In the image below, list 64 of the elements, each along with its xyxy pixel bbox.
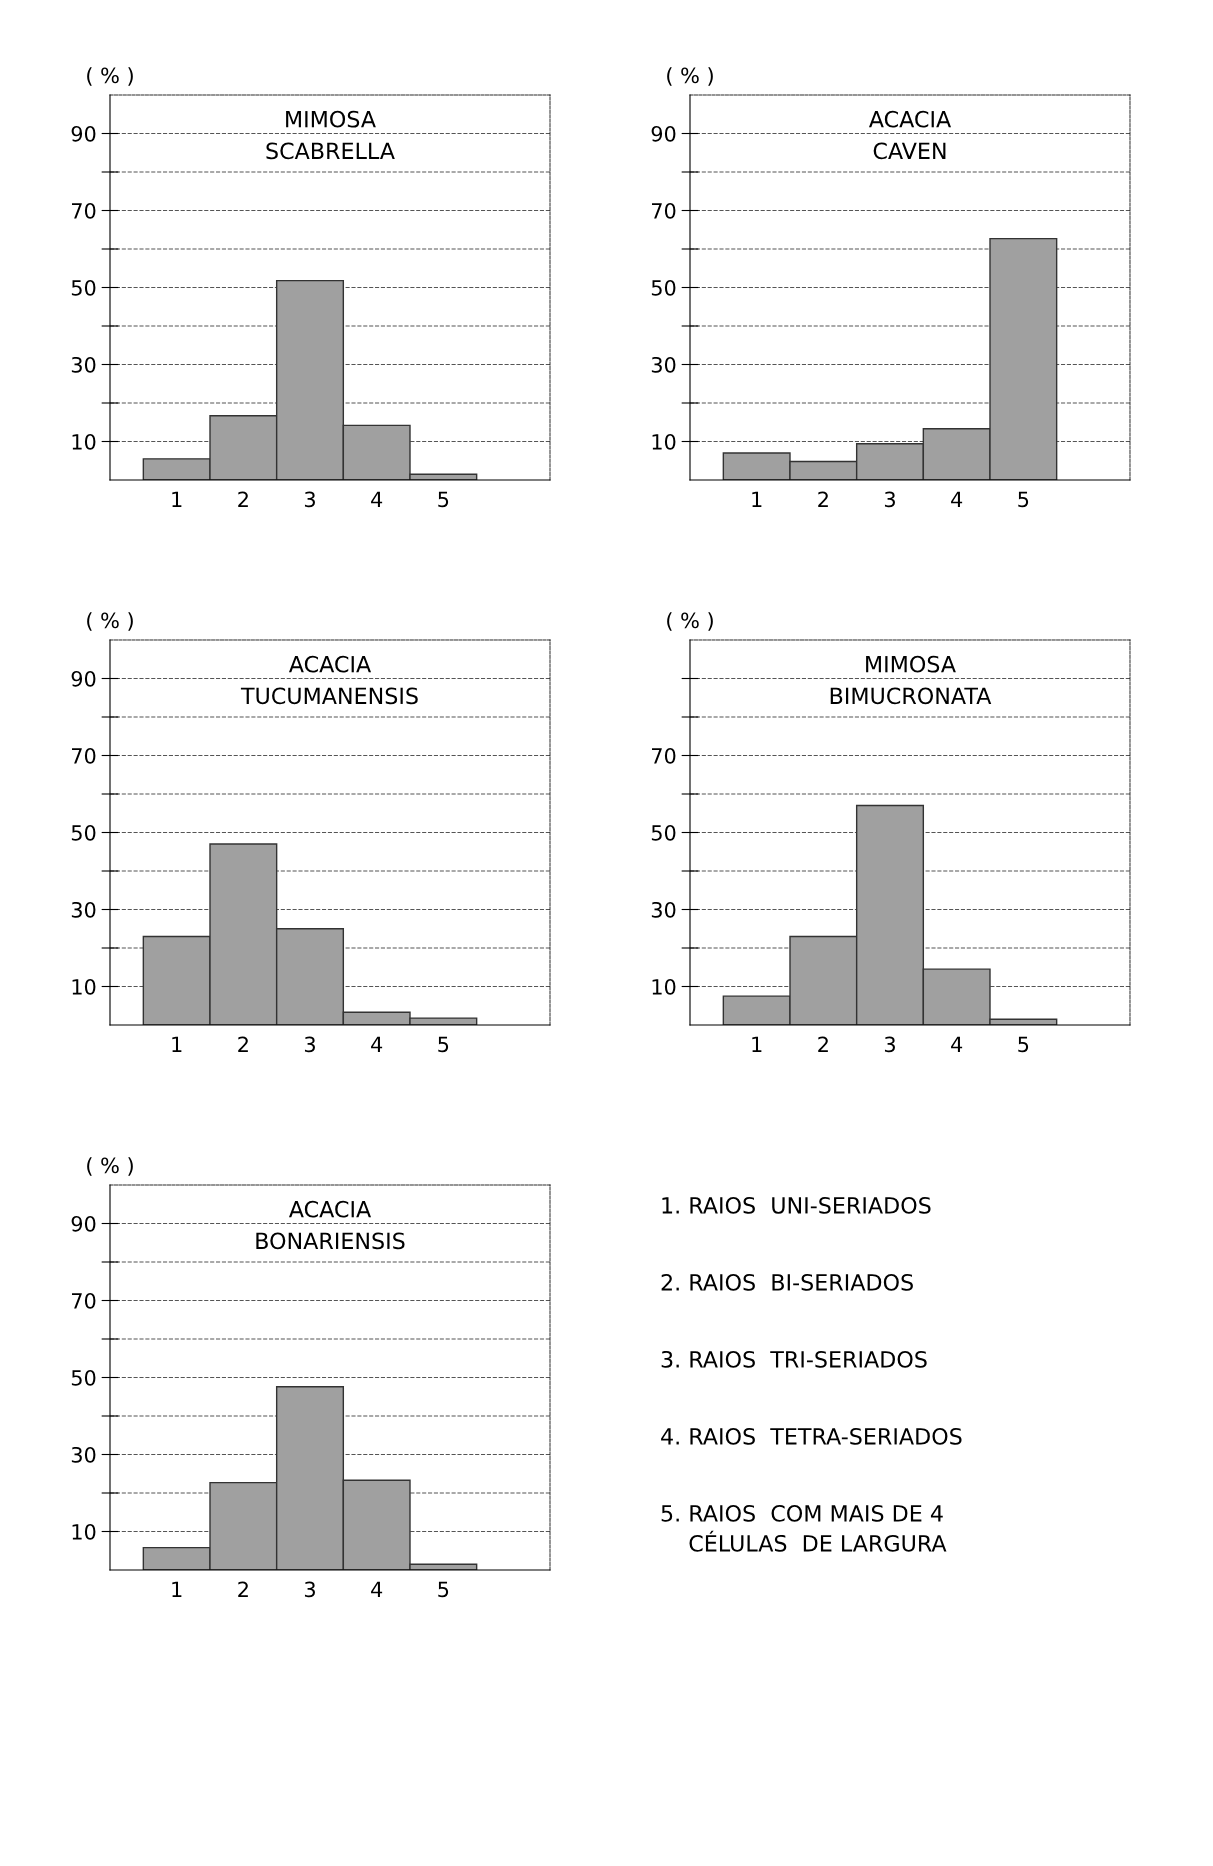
x-tick-label: 4 [371,1036,383,1052]
y-axis-title: ( % ) [87,612,133,631]
y-tick-label: 30 [651,901,676,918]
y-tick-label: 30 [71,901,96,918]
y-tick-label: 10 [652,433,676,450]
text: 3. RAIOS TRI-SERIADOS [661,1350,927,1368]
y-tick-label: 50 [71,824,96,841]
x-tick-label: 5 [438,1581,449,1598]
y-tick-label: 50 [651,279,676,296]
x-tick-label: 4 [951,1036,963,1052]
x-tick-label: 4 [951,491,963,507]
y-axis-title: ( % ) [87,1157,133,1176]
y-axis-title: ( % ) [667,67,713,86]
x-tick-label: 3 [304,1036,315,1053]
y-tick-label: 10 [652,978,676,995]
x-tick-label: 1 [172,1036,182,1052]
y-tick-label: 70 [652,202,676,219]
text: 1. RAIOS UNI-SERIADOS [662,1196,931,1214]
y-tick-label: 70 [72,747,96,764]
x-tick-label: 1 [172,1581,182,1597]
x-tick-label: 5 [1018,491,1029,508]
x-tick-label: 2 [238,491,248,507]
x-tick-label: 2 [818,491,828,507]
x-tick-label: 5 [438,491,449,508]
text: 5. RAIOS COM MAIS DE 4 CÉLULAS DE LARGURA [661,1504,947,1552]
y-axis-title: ( % ) [667,612,713,631]
x-tick-label: 2 [818,1036,828,1052]
text: ACACIA BONARIENSIS [256,1200,405,1250]
y-tick-label: 30 [71,356,96,373]
x-tick-label: 2 [238,1581,248,1597]
x-tick-label: 2 [238,1036,248,1052]
x-tick-label: 4 [371,1581,383,1597]
y-tick-label: 70 [72,202,96,219]
x-tick-label: 5 [438,1036,449,1053]
y-tick-label: 90 [71,670,96,687]
y-tick-label: 10 [72,1523,96,1540]
x-tick-label: 3 [884,1036,895,1053]
y-tick-label: 10 [72,978,96,995]
text: MIMOSA BIMUCRONATA [830,655,992,705]
y-tick-label: 70 [652,747,676,764]
y-tick-label: 50 [71,279,96,296]
x-tick-label: 3 [304,1581,315,1598]
x-tick-label: 4 [371,491,383,507]
y-tick-label: 70 [72,1292,96,1309]
x-tick-label: 1 [172,491,182,507]
text: 4. RAIOS TETRA-SERIADOS [661,1427,962,1445]
y-tick-label: 10 [72,433,96,450]
x-tick-label: 1 [752,491,762,507]
y-tick-label: 90 [651,125,676,142]
text: ACACIA TUCUMANENSIS [240,655,418,705]
y-tick-label: 90 [71,1215,96,1232]
x-tick-label: 1 [752,1036,762,1052]
y-tick-label: 50 [71,1369,96,1386]
y-tick-label: 90 [71,125,96,142]
y-tick-label: 30 [71,1446,96,1463]
text: MIMOSA SCABRELLA [266,110,395,160]
text: 2. RAIOS BI-SERIADOS [661,1273,913,1291]
x-tick-label: 5 [1018,1036,1029,1053]
y-tick-label: 30 [651,356,676,373]
text: ACACIA CAVEN [868,110,952,160]
y-tick-label: 50 [651,824,676,841]
y-axis-title: ( % ) [87,67,133,86]
x-tick-label: 3 [884,491,895,508]
x-tick-label: 3 [304,491,315,508]
